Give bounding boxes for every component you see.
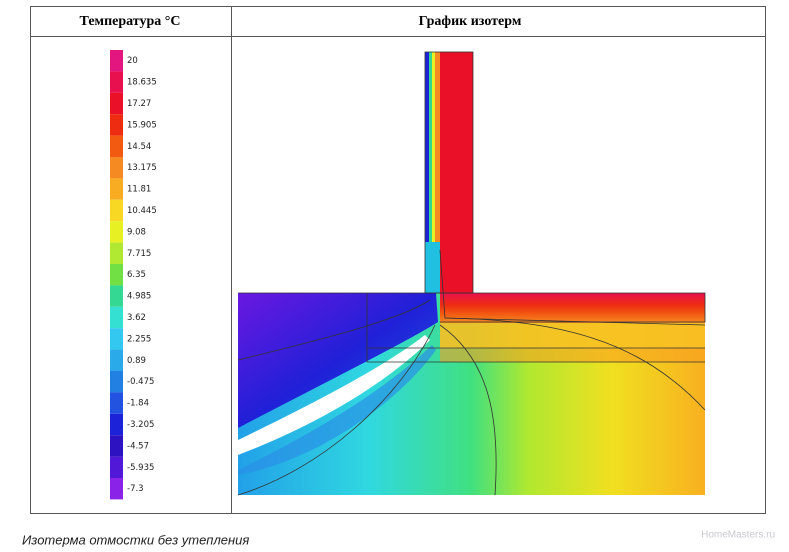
legend-swatch: [110, 371, 123, 393]
legend-label: 15.905: [127, 120, 157, 130]
legend-label: 10.445: [127, 206, 157, 216]
legend-label: 18.635: [127, 78, 157, 88]
legend: 20 18.635 17.27 15.905 14.54 13.175 11.81 10.44…: [110, 50, 157, 500]
legend-label: -1.84: [127, 399, 149, 409]
legend-swatch: [110, 50, 123, 72]
legend-label: 7.715: [127, 249, 151, 259]
legend-label: 6.35: [127, 270, 146, 280]
legend-label: -5.935: [127, 463, 154, 473]
legend-label: 4.985: [127, 292, 151, 302]
legend-label: 20: [127, 56, 138, 66]
legend-label: 14.54: [127, 142, 151, 152]
legend-swatch: [110, 349, 123, 371]
legend-swatch: [110, 306, 123, 329]
legend-swatch: [110, 264, 123, 286]
legend-swatch: [110, 285, 123, 307]
legend-label: 2.255: [127, 334, 151, 344]
legend-swatch: [110, 392, 123, 414]
legend-swatch: [110, 135, 123, 157]
table: [30, 6, 766, 514]
legend-swatch: [110, 71, 123, 93]
legend-swatch: [110, 242, 123, 264]
legend-label: 11.81: [127, 185, 151, 195]
legend-label: 13.175: [127, 163, 157, 173]
caption: Изотерма отмостки без утепления: [22, 532, 249, 547]
legend-swatch: [110, 456, 123, 478]
legend-swatch: [110, 157, 123, 179]
header-cell: График изотерм: [419, 14, 522, 29]
legend-label: -4.57: [127, 441, 149, 451]
legend-label: 17.27: [127, 99, 151, 109]
legend-label: -3.205: [127, 420, 154, 430]
legend-label: -7.3: [127, 484, 144, 494]
legend-swatch: [110, 478, 123, 500]
legend-swatch: [110, 178, 123, 200]
header-cell: Температура °C: [80, 14, 181, 29]
legend-label: -0.475: [127, 377, 154, 387]
legend-swatch: [110, 199, 123, 222]
legend-swatch: [110, 435, 123, 457]
legend-label: 3.62: [127, 313, 146, 323]
legend-swatch: [110, 413, 123, 436]
legend-swatch: [110, 114, 123, 136]
watermark: HomeMasters.ru: [701, 530, 775, 541]
legend-swatch: [110, 92, 123, 115]
isotherm-plot: [237, 51, 706, 496]
legend-label: 9.08: [127, 227, 146, 237]
legend-swatch: [110, 221, 123, 243]
legend-label: 0.89: [127, 356, 146, 366]
legend-swatch: [110, 328, 123, 350]
